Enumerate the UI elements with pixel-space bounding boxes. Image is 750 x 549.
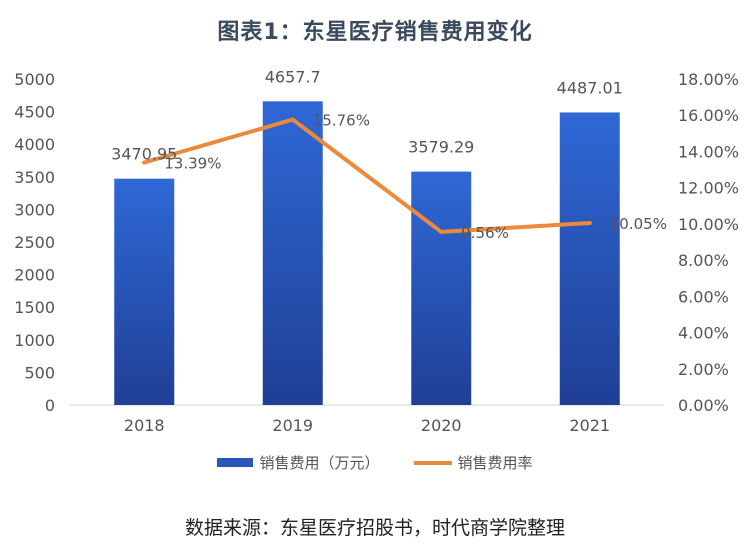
- legend-label-line: 销售费用率: [457, 454, 533, 472]
- legend-swatch-bar: [217, 458, 254, 467]
- legend-swatch-line: [413, 460, 452, 465]
- bar: [559, 112, 620, 405]
- bar: [114, 178, 175, 405]
- y-left-tick-label: 0: [45, 396, 55, 415]
- chart-legend: 销售费用（万元） 销售费用率: [0, 452, 750, 473]
- line-point: [290, 117, 295, 122]
- legend-item-line: 销售费用率: [413, 452, 533, 473]
- bar: [262, 101, 323, 405]
- y-right-tick-label: 18.00%: [678, 70, 739, 89]
- y-right-tick-label: 16.00%: [678, 106, 739, 125]
- y-right-tick-label: 12.00%: [678, 179, 739, 198]
- line-point: [587, 220, 592, 225]
- y-left-tick-label: 5000: [14, 70, 55, 89]
- legend-label-bar: 销售费用（万元）: [259, 454, 380, 472]
- y-right-tick-label: 14.00%: [678, 142, 739, 161]
- y-right-tick-label: 10.00%: [678, 215, 739, 234]
- y-left-tick-label: 1500: [14, 298, 55, 317]
- x-tick-label: 2020: [421, 416, 462, 435]
- y-right-tick-label: 4.00%: [678, 324, 729, 343]
- x-tick-label: 2019: [272, 416, 313, 435]
- legend-item-bar: 销售费用（万元）: [217, 452, 380, 473]
- chart-title: 图表1：东星医疗销售费用变化: [217, 20, 533, 45]
- line-series-rate: [142, 117, 592, 234]
- y-left-tick-label: 4500: [14, 103, 55, 122]
- bar-data-label: 4657.7: [265, 67, 321, 86]
- line-data-label: 9.56%: [461, 224, 509, 242]
- y-right-tick-label: 6.00%: [678, 287, 729, 306]
- bar-data-label: 4487.01: [557, 78, 623, 97]
- y-left-tick-label: 2000: [14, 266, 55, 285]
- line-data-label: 13.39%: [164, 154, 221, 172]
- y-left-tick-label: 500: [24, 363, 55, 382]
- y-left-tick-label: 3000: [14, 200, 55, 219]
- x-tick-label: 2021: [569, 416, 610, 435]
- line-point: [142, 160, 147, 165]
- y-right-tick-label: 0.00%: [678, 396, 729, 415]
- source-note: 数据来源：东星医疗招股书，时代商学院整理: [184, 517, 565, 539]
- y-right-tick-label: 8.00%: [678, 251, 729, 270]
- y-left-tick-label: 1000: [14, 331, 55, 350]
- y-left-tick-label: 2500: [14, 233, 55, 252]
- y-left-tick-label: 4000: [14, 135, 55, 154]
- bar-data-label: 3470.95: [111, 145, 177, 164]
- line-data-label: 10.05%: [610, 215, 667, 233]
- x-tick-label: 2018: [124, 416, 165, 435]
- bar: [411, 171, 472, 405]
- bar-data-label: 3579.29: [408, 138, 474, 157]
- line-point: [439, 229, 444, 234]
- y-right-tick-label: 2.00%: [678, 360, 729, 379]
- y-left-tick-label: 3500: [14, 168, 55, 187]
- line-data-label: 15.76%: [313, 112, 370, 130]
